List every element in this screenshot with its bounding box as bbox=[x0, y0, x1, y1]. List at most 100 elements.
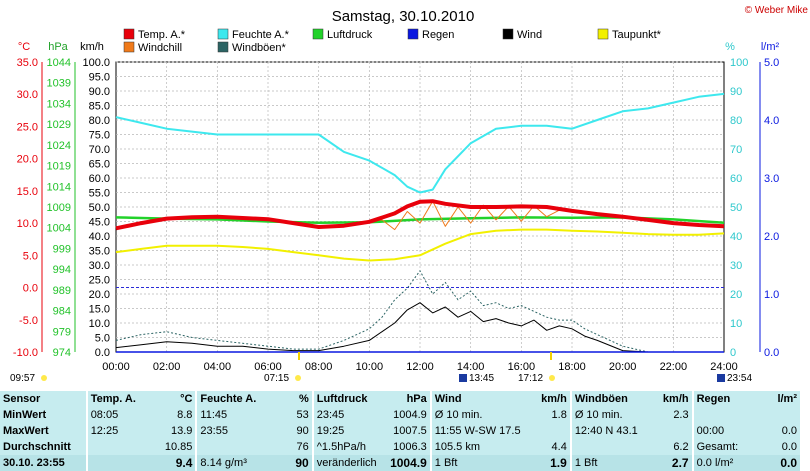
celsius-tick-label: 25.0 bbox=[17, 121, 38, 133]
table-cell bbox=[85, 455, 150, 471]
hpa-tick-label: 1034 bbox=[47, 98, 71, 110]
rain-unit: l/m² bbox=[761, 41, 780, 53]
rain-tick-label: 1.0 bbox=[764, 289, 779, 301]
time-tick-label: 08:00 bbox=[305, 361, 333, 373]
table-cell: 90 bbox=[271, 455, 313, 471]
hpa-tick-label: 1004 bbox=[47, 223, 71, 235]
hpa-tick-label: 1029 bbox=[47, 119, 71, 131]
table-cell: 2.7 bbox=[645, 455, 693, 471]
table-cell: 8.8 bbox=[177, 408, 193, 421]
table-cell: 2.3 bbox=[673, 408, 689, 421]
series-line-windb-en bbox=[115, 270, 724, 353]
table-header-cell: l/m² bbox=[755, 391, 800, 407]
legend-label: Windböen* bbox=[232, 42, 287, 54]
table-cell: Ø 10 min. bbox=[569, 407, 646, 423]
table-row-label: 30.10. 23:55 bbox=[0, 455, 87, 471]
table-row: MinWert 08:05 8.8 11:45 53 23:45 1004.9 Ø 10 mi… bbox=[0, 407, 800, 423]
axis-ticks: 35.0 30.0 25.0 20.0 15.0 10.0 5.0 0.0 -5.0 -10.0 1… bbox=[13, 57, 779, 373]
celsius-tick-label: -10.0 bbox=[13, 347, 38, 359]
kmh-tick-label: 35.0 bbox=[89, 246, 110, 258]
rain-tick-label: 5.0 bbox=[764, 57, 779, 69]
hpa-tick-label: 974 bbox=[53, 347, 71, 359]
kmh-tick-label: 20.0 bbox=[89, 289, 110, 301]
hpa-tick-label: 1019 bbox=[47, 161, 71, 173]
percent-tick-label: 10 bbox=[730, 318, 742, 330]
legend-label: Taupunkt* bbox=[612, 29, 662, 41]
kmh-tick-label: 30.0 bbox=[89, 260, 110, 272]
table-cell: 1004.9 bbox=[381, 455, 431, 471]
time-tick-label: 12:00 bbox=[406, 361, 434, 373]
series-group bbox=[115, 92, 725, 353]
moonset-icon bbox=[459, 374, 467, 382]
rain-tick-label: 3.0 bbox=[764, 173, 779, 185]
legend-label: Luftdruck bbox=[327, 29, 373, 41]
hpa-tick-label: 1024 bbox=[47, 140, 71, 152]
hpa-unit: hPa bbox=[48, 41, 68, 53]
table-row: Durchschnitt 10.85 76 ^1.5hPa/h 1006.3 105.5 … bbox=[0, 439, 800, 455]
legend-label: Wind bbox=[517, 29, 542, 41]
kmh-tick-label: 100.0 bbox=[82, 57, 110, 69]
legend-label: Regen bbox=[422, 29, 454, 41]
table-header-cell: Feuchte A. bbox=[195, 391, 272, 407]
legend-swatch bbox=[312, 28, 324, 40]
celsius-tick-label: 20.0 bbox=[17, 154, 38, 166]
celsius-unit: °C bbox=[18, 41, 30, 53]
kmh-tick-label: 15.0 bbox=[89, 304, 110, 316]
hpa-tick-label: 989 bbox=[53, 285, 71, 297]
table-cell: 12:40 N 43.1 bbox=[569, 423, 646, 439]
weather-chart: Samstag, 30.10.2010 © Weber Mike Temp. A… bbox=[10, 5, 808, 384]
percent-tick-label: 30 bbox=[730, 260, 742, 272]
table-cell: 12:25 bbox=[85, 423, 150, 439]
table-cell: Ø 10 min. bbox=[429, 407, 524, 423]
legend: Temp. A.* Feuchte A.* Luftdruck Regen Wind Ta… bbox=[123, 28, 662, 54]
moon-icon bbox=[41, 375, 47, 381]
percent-tick-label: 90 bbox=[730, 86, 742, 98]
table-cell: 19:25 bbox=[311, 423, 381, 439]
rain-tick-label: 0.0 bbox=[764, 347, 779, 359]
celsius-tick-label: 10.0 bbox=[17, 218, 38, 230]
series-line-windchill bbox=[369, 200, 573, 231]
hpa-tick-label: 1014 bbox=[47, 181, 71, 193]
table-header-cell: Regen bbox=[691, 391, 756, 407]
table-cell: 1.9 bbox=[523, 455, 571, 471]
table-cell: 1004.9 bbox=[393, 408, 427, 421]
hpa-tick-label: 999 bbox=[53, 243, 71, 255]
celsius-tick-label: -5.0 bbox=[19, 315, 38, 327]
table-cell bbox=[524, 423, 571, 439]
table-cell: 1 Bft bbox=[429, 455, 524, 471]
table-cell bbox=[691, 407, 756, 423]
rain-tick-label: 2.0 bbox=[764, 231, 779, 243]
axis-units: °C hPa km/h % l/m² bbox=[18, 41, 780, 53]
table-cell: 13.9 bbox=[171, 424, 193, 437]
legend-swatch bbox=[597, 28, 609, 40]
time-tick-label: 20:00 bbox=[609, 361, 637, 373]
hpa-tick-label: 979 bbox=[53, 326, 71, 338]
table-cell: veränderlich bbox=[311, 455, 381, 471]
table-cell bbox=[569, 439, 646, 455]
time-tick-label: 16:00 bbox=[508, 361, 536, 373]
table-cell: 1007.5 bbox=[393, 424, 427, 437]
hpa-tick-label: 1009 bbox=[47, 202, 71, 214]
kmh-tick-label: 5.0 bbox=[95, 333, 110, 345]
kmh-tick-label: 10.0 bbox=[89, 318, 110, 330]
kmh-tick-label: 65.0 bbox=[89, 159, 110, 171]
moonrise-time: 23:54 bbox=[727, 373, 752, 384]
table-cell: 9.4 bbox=[149, 455, 197, 471]
percent-tick-label: 40 bbox=[730, 231, 742, 243]
kmh-tick-label: 60.0 bbox=[89, 173, 110, 185]
kmh-tick-label: 70.0 bbox=[89, 144, 110, 156]
kmh-tick-label: 25.0 bbox=[89, 275, 110, 287]
table-cell: 23:55 bbox=[195, 423, 272, 439]
sunset-time: 17:12 bbox=[518, 373, 543, 384]
table-cell: 11:55 W-SW 17.5 bbox=[429, 423, 524, 439]
kmh-tick-label: 0.0 bbox=[95, 347, 110, 359]
table-cell: 1006.3 bbox=[393, 440, 427, 453]
table-cell bbox=[756, 407, 800, 423]
time-tick-label: 22:00 bbox=[660, 361, 688, 373]
time-tick-label: 00:00 bbox=[102, 361, 130, 373]
table-cell: 23:45 bbox=[311, 407, 381, 423]
table-cell: ^1.5hPa/h bbox=[311, 439, 381, 455]
time-tick-label: 06:00 bbox=[254, 361, 282, 373]
legend-label: Feuchte A.* bbox=[232, 29, 290, 41]
table-header-cell: Wind bbox=[429, 391, 524, 407]
